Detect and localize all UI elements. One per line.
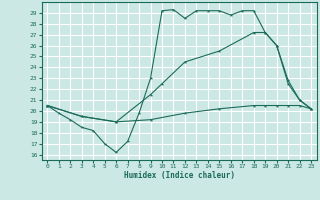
X-axis label: Humidex (Indice chaleur): Humidex (Indice chaleur) [124,171,235,180]
